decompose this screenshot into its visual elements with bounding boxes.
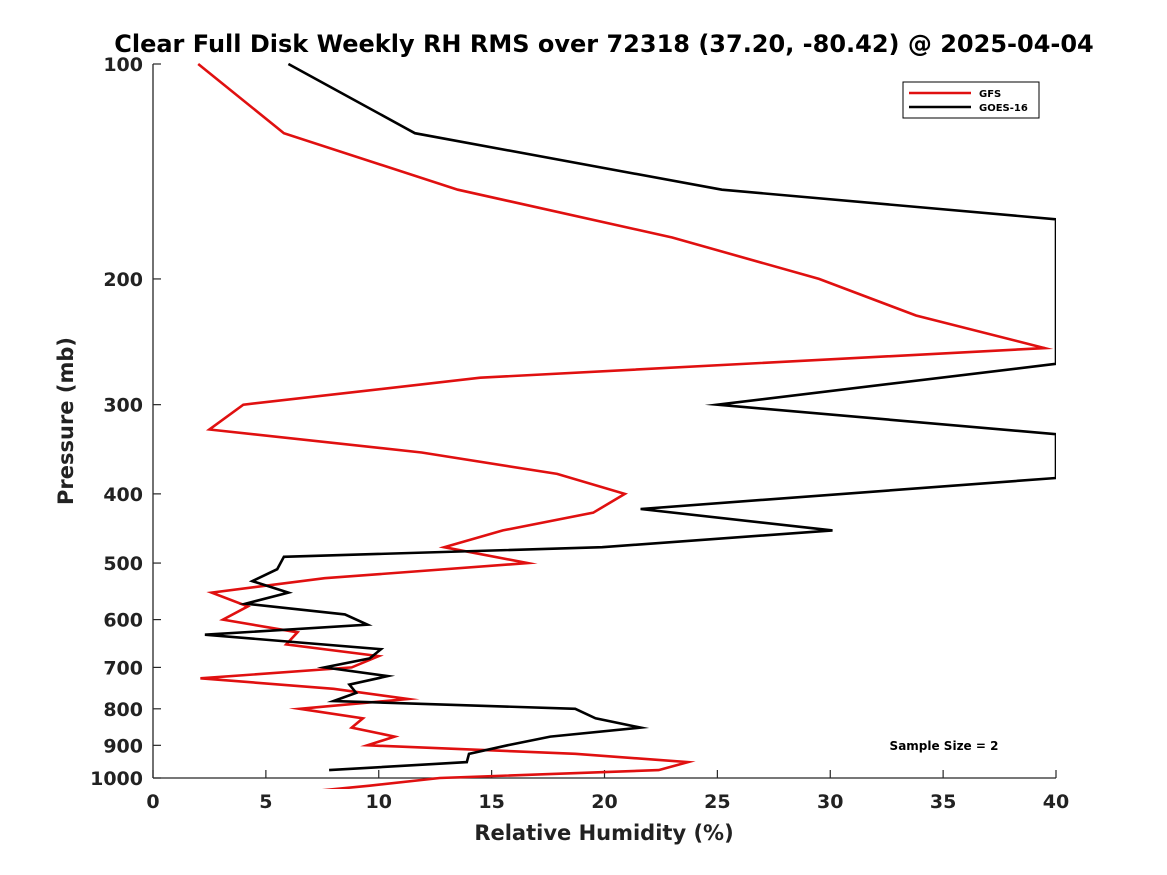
series-line-goes-16 [204, 63, 1056, 772]
x-tick-label: 40 [1043, 791, 1069, 813]
legend-label-goes-16: GOES-16 [979, 103, 1028, 114]
y-tick-label: 100 [103, 54, 143, 76]
x-tick-label: 0 [146, 791, 159, 813]
series-lines [197, 63, 1056, 789]
y-tick-label: 900 [103, 735, 143, 757]
x-tick-label: 25 [704, 791, 730, 813]
y-tick-label: 600 [103, 610, 143, 632]
series-line-gfs [197, 63, 1054, 789]
legend-box [902, 81, 1040, 119]
x-tick-label: 15 [478, 791, 504, 813]
sample-size-annotation: Sample Size = 2 [890, 739, 999, 753]
legend-label-gfs: GFS [979, 89, 1001, 100]
y-tick-label: 200 [103, 269, 143, 291]
x-tick-label: 30 [817, 791, 843, 813]
y-tick-label: 800 [103, 699, 143, 721]
chart-title: Clear Full Disk Weekly RH RMS over 72318… [114, 30, 1094, 58]
y-tick-label: 300 [103, 395, 143, 417]
y-axis-label: Pressure (mb) [54, 337, 78, 505]
x-tick-label: 5 [259, 791, 272, 813]
y-tick-label: 700 [103, 657, 143, 679]
legend: GFS GOES-16 [902, 81, 1040, 119]
x-axis-label: Relative Humidity (%) [474, 821, 733, 845]
y-tick-label: 400 [103, 484, 143, 506]
axis-ticks: 0 5 10 15 20 25 30 35 40 100 200 300 400 500 600 700 800… [90, 54, 1069, 813]
y-tick-label: 500 [103, 553, 143, 575]
y-tick-label: 1000 [90, 768, 143, 790]
x-tick-label: 20 [591, 791, 617, 813]
x-tick-label: 35 [930, 791, 956, 813]
x-tick-label: 10 [366, 791, 392, 813]
